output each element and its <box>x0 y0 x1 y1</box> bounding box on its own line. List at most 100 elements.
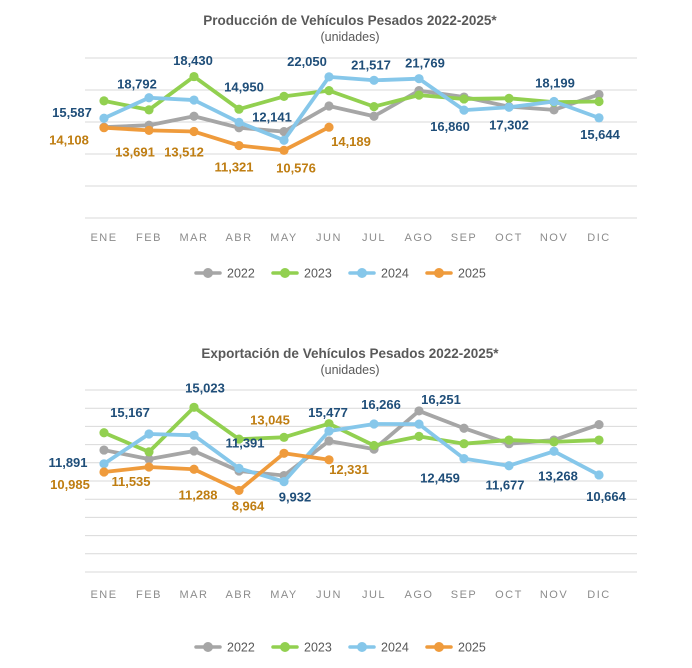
legend-item-label: 2022 <box>227 267 255 281</box>
series-2022-point <box>594 419 604 430</box>
legend-item-label: 2023 <box>304 267 332 281</box>
series-2023-line <box>102 74 601 112</box>
x-axis-label: DIC <box>587 589 610 601</box>
legend-item-label: 2024 <box>381 641 409 655</box>
series-2024-point <box>234 463 244 473</box>
data-label-2025: 14,108 <box>49 133 89 148</box>
data-label-2024: 16,860 <box>430 119 470 134</box>
x-axis-label: FEB <box>136 589 162 601</box>
data-label-2024: 9,932 <box>279 490 312 505</box>
legend-item-2024: 2024 <box>348 267 409 281</box>
series-2023-point <box>414 90 424 100</box>
series-2024-line <box>102 74 601 143</box>
legend-marker-dot <box>280 642 290 652</box>
export-plot-area: 11,891 15,167 15,023 11,391 9,932 15,477 16,26… <box>48 380 637 655</box>
x-axis-label: AGO <box>405 232 434 244</box>
data-label-2024: 15,644 <box>580 127 621 142</box>
series-2025-point <box>99 123 109 133</box>
series-2023-line <box>102 405 601 454</box>
legend-marker-dot <box>357 642 367 652</box>
x-axis-label: ABR <box>225 589 252 601</box>
series-2022-point <box>324 101 334 111</box>
production-chart-subtitle: (unidades) <box>320 30 379 44</box>
x-axis-label: MAR <box>180 589 209 601</box>
series-2023-point <box>99 428 109 438</box>
series-2024-point <box>324 426 334 436</box>
series-2022-point <box>414 406 424 416</box>
legend-marker-dot <box>280 268 290 278</box>
x-axis-label: JUL <box>362 589 386 601</box>
legend-item-2022: 2022 <box>194 267 255 281</box>
series-2024-point <box>234 117 244 127</box>
series-2025-line <box>102 125 331 153</box>
data-label-2025: 10,576 <box>276 160 316 175</box>
legend-marker-dot <box>203 642 213 652</box>
data-label-2024: 14,950 <box>224 79 264 94</box>
data-label-2025: 14,189 <box>331 134 371 149</box>
data-label-2024: 18,199 <box>535 76 575 91</box>
series-2024-point <box>504 102 514 112</box>
x-axis-label: JUN <box>316 589 342 601</box>
series-2023-point <box>594 96 604 107</box>
data-label-2024: 11,677 <box>485 478 524 493</box>
legend-item-2024: 2024 <box>348 641 409 655</box>
series-2023-point <box>369 102 379 112</box>
series-2024-point <box>279 135 289 145</box>
export-chart-subtitle: (unidades) <box>320 363 379 377</box>
legend-item-label: 2025 <box>458 267 486 281</box>
data-label-2025: 13,045 <box>250 412 290 427</box>
production-chart: Producción de Vehículos Pesados 2022-202… <box>49 13 637 281</box>
x-axis-label: ABR <box>225 232 252 244</box>
data-label-2024: 15,587 <box>52 105 92 120</box>
data-label-2025: 8,964 <box>232 498 265 513</box>
series-2025-point <box>144 125 154 135</box>
data-label-2025: 10,985 <box>50 477 90 492</box>
series-2024-point <box>144 93 154 103</box>
series-2024-point <box>504 461 514 471</box>
series-2024-point <box>459 454 469 464</box>
series-2023-point <box>504 93 514 103</box>
series-2025-point <box>234 485 244 496</box>
series-2024-point <box>414 74 424 84</box>
production-chart-title: Producción de Vehículos Pesados 2022-202… <box>203 13 497 28</box>
series-2023-point <box>189 71 199 82</box>
series-2024-point <box>369 75 379 85</box>
x-axis-label: OCT <box>495 589 523 601</box>
data-label-2025: 11,535 <box>111 474 150 489</box>
data-label-2024: 22,050 <box>287 54 327 69</box>
series-2023-point <box>144 447 154 457</box>
series-2024-point <box>99 113 109 123</box>
series-2023-point <box>279 432 289 442</box>
x-axis-label: ENE <box>90 589 117 601</box>
series-2025-point <box>189 464 199 474</box>
series-2024-point <box>414 419 424 429</box>
series-2025-point <box>234 140 244 151</box>
legend-marker-dot <box>434 268 444 278</box>
data-label-2024: 11,391 <box>225 435 264 450</box>
data-label-2024: 21,769 <box>405 56 445 71</box>
series-2023-point <box>234 104 244 114</box>
data-label-2024: 16,266 <box>361 397 401 412</box>
legend-item-2023: 2023 <box>271 641 332 655</box>
series-2022-line <box>102 409 601 478</box>
series-2023-point <box>414 431 424 442</box>
series-2022-point <box>189 111 199 121</box>
series-2023-point <box>324 419 334 429</box>
series-2025-point <box>324 122 334 132</box>
data-label-2024: 10,664 <box>586 489 627 504</box>
x-axis-label: SEP <box>451 589 478 601</box>
series-2022-point <box>99 445 109 455</box>
series-2025-line <box>102 451 331 493</box>
series-2023-point <box>189 402 199 412</box>
data-label-2025: 13,512 <box>164 145 204 160</box>
data-label-2024: 18,430 <box>173 53 213 68</box>
series-2024-point <box>594 470 604 480</box>
x-axis-label: MAY <box>270 589 298 601</box>
series-2023-point <box>459 94 469 104</box>
series-2022-point <box>144 454 154 464</box>
x-axis-label: JUN <box>316 232 342 244</box>
series-2024-point <box>549 446 559 456</box>
x-axis-label: OCT <box>495 232 523 244</box>
data-label-2024: 15,023 <box>185 380 225 395</box>
